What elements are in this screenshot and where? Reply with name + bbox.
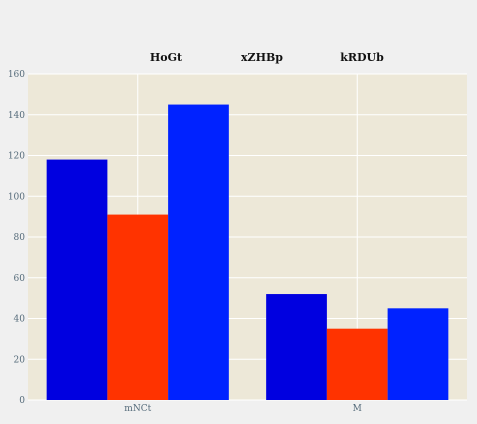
y-tick-label: 80 <box>14 233 26 243</box>
bar <box>46 159 108 400</box>
legend-item: kRDUb <box>340 51 384 64</box>
legend: HoGt xZHBp kRDUb <box>150 51 384 64</box>
legend-item: xZHBp <box>241 51 283 64</box>
y-tick-label: 20 <box>14 355 26 365</box>
x-axis-ticks: mNCt M <box>124 404 362 414</box>
y-axis-ticks: 0 20 40 60 80 100 120 140 160 <box>8 70 25 406</box>
y-tick-label: 160 <box>8 70 25 80</box>
y-tick-label: 140 <box>8 111 25 121</box>
bar <box>107 214 169 400</box>
y-tick-label: 0 <box>19 396 25 406</box>
y-tick-label: 40 <box>14 315 26 325</box>
y-tick-label: 60 <box>14 274 26 284</box>
bar <box>387 308 449 400</box>
x-tick-label: mNCt <box>124 404 151 414</box>
bar <box>266 294 327 400</box>
y-tick-label: 120 <box>8 152 25 162</box>
x-tick-label: M <box>353 404 362 414</box>
bars <box>46 104 449 400</box>
bar <box>326 328 388 400</box>
y-tick-label: 100 <box>8 192 25 202</box>
bar <box>168 104 229 400</box>
legend-item: HoGt <box>150 51 183 64</box>
